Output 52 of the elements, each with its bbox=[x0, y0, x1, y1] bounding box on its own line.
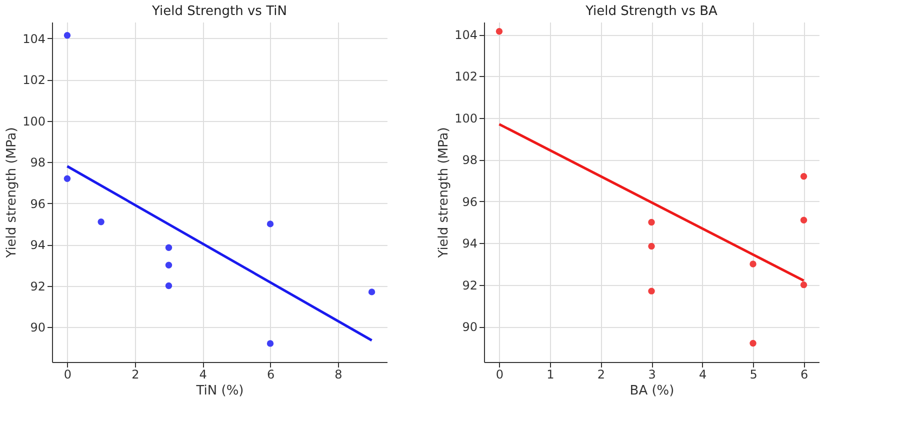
x-tick-label: 4 bbox=[698, 368, 707, 382]
point bbox=[165, 282, 172, 290]
chart-title: Yield Strength vs TiN bbox=[151, 4, 287, 19]
x-tick-label: 2 bbox=[132, 368, 140, 382]
point bbox=[98, 218, 104, 226]
x-tick-label: 0 bbox=[64, 368, 72, 382]
y-tick-label: 102 bbox=[22, 73, 46, 88]
y-tick-label: 96 bbox=[30, 196, 46, 211]
point bbox=[648, 242, 655, 250]
point bbox=[496, 28, 503, 35]
y-tick-label: 92 bbox=[462, 278, 478, 292]
x-tick-label: 3 bbox=[648, 368, 656, 382]
point bbox=[368, 288, 376, 296]
x-tick-label: 2 bbox=[597, 368, 606, 382]
point bbox=[64, 175, 71, 182]
x-tick-label: 6 bbox=[266, 368, 275, 382]
x-tick-label: 1 bbox=[546, 368, 554, 382]
y-tick-label: 104 bbox=[22, 32, 46, 46]
point bbox=[800, 281, 808, 288]
point bbox=[648, 288, 655, 294]
y-tick-label: 92 bbox=[30, 279, 46, 294]
point bbox=[800, 173, 808, 180]
y-tick-label: 90 bbox=[30, 320, 46, 334]
y-axis-title: Yield strength (MPa) bbox=[4, 127, 20, 259]
point bbox=[800, 216, 808, 224]
y-tick-label: 94 bbox=[30, 238, 46, 252]
x-tick-label: 6 bbox=[800, 368, 808, 382]
y-tick-label: 104 bbox=[454, 28, 478, 42]
x-axis-title: BA (%) bbox=[630, 384, 674, 398]
point bbox=[750, 340, 756, 347]
y-tick-label: 98 bbox=[30, 156, 46, 170]
point bbox=[165, 244, 172, 251]
point bbox=[266, 220, 274, 228]
x-tick-label: 5 bbox=[750, 368, 758, 382]
y-tick-label: 98 bbox=[462, 153, 478, 168]
point bbox=[165, 262, 172, 268]
point bbox=[648, 218, 655, 226]
point bbox=[266, 340, 274, 347]
point bbox=[750, 260, 756, 268]
y-tick-label: 100 bbox=[22, 114, 46, 128]
x-axis-title: TiN (%) bbox=[195, 384, 244, 398]
point bbox=[64, 32, 71, 39]
chart-title: Yield Strength vs BA bbox=[584, 4, 718, 19]
y-axis-title: Yield strength (MPa) bbox=[436, 127, 452, 259]
y-tick-label: 102 bbox=[454, 70, 478, 84]
y-tick-label: 96 bbox=[462, 194, 478, 209]
x-tick-label: 8 bbox=[334, 368, 342, 382]
y-tick-label: 90 bbox=[462, 320, 478, 334]
y-tick-label: 100 bbox=[454, 111, 478, 126]
x-tick-label: 0 bbox=[496, 368, 504, 382]
y-tick-label: 94 bbox=[462, 236, 478, 251]
x-tick-label: 4 bbox=[199, 368, 207, 382]
